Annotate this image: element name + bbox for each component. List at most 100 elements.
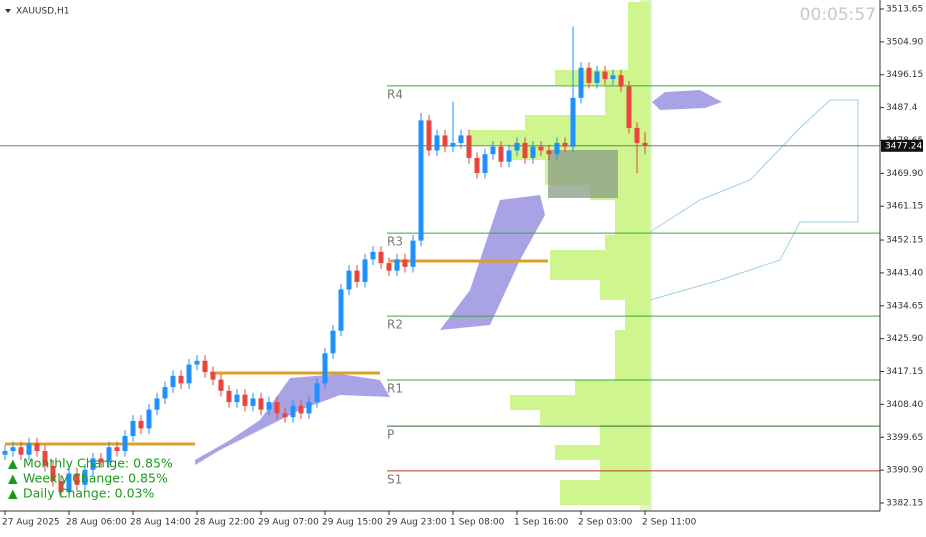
plot: R4 R3 R2 R1 P S1 xyxy=(2,26,880,498)
symbol: XAUUSD,H1 xyxy=(16,7,70,17)
candle-body xyxy=(434,135,440,151)
y-tick-label: 3399.65 xyxy=(886,433,923,443)
candle-body xyxy=(266,402,272,410)
candle-body xyxy=(442,135,448,147)
pivot-label: P xyxy=(387,428,394,442)
y-tick-label: 3461.15 xyxy=(886,202,923,212)
candle-body xyxy=(354,270,360,282)
candle-body xyxy=(258,398,264,410)
candle-body xyxy=(482,154,488,173)
candle-body xyxy=(490,146,496,155)
candle-body xyxy=(250,398,256,406)
y-tick-label: 3504.90 xyxy=(886,37,923,47)
candle-body xyxy=(2,450,8,455)
candle-body xyxy=(514,142,520,151)
x-tick-label: 28 Aug 06:00 xyxy=(66,518,127,528)
candle-body xyxy=(178,375,184,384)
candle-body xyxy=(530,146,536,158)
candle-body xyxy=(618,75,624,87)
candle-body xyxy=(298,405,304,414)
candle-body xyxy=(642,142,648,146)
x-tick-label: 28 Aug 14:00 xyxy=(130,518,191,528)
candle-body xyxy=(202,360,208,373)
candle-body xyxy=(602,71,608,80)
candle-body xyxy=(330,330,336,354)
volume-profile xyxy=(470,2,650,505)
candle-body xyxy=(322,353,328,384)
cloud xyxy=(195,374,390,465)
candle-body xyxy=(10,447,16,451)
pivot-label: R1 xyxy=(387,381,403,395)
candle-body xyxy=(218,379,224,391)
candle-body xyxy=(458,135,464,143)
candle-body xyxy=(106,447,112,463)
candle-body xyxy=(554,142,560,155)
pivot-label: R4 xyxy=(387,87,403,101)
candle-body xyxy=(394,259,400,271)
candle-body xyxy=(90,458,96,470)
candle-body xyxy=(546,150,552,155)
candle-body xyxy=(610,75,616,80)
change-arrow: ▲ xyxy=(8,486,18,501)
menu-arrow[interactable] xyxy=(5,9,11,13)
candle-body xyxy=(474,157,480,173)
candle-body xyxy=(538,146,544,151)
y-tick-label: 3417.15 xyxy=(886,367,923,377)
candle-body xyxy=(282,413,288,418)
candle-body xyxy=(34,443,40,451)
candle-body xyxy=(234,394,240,403)
change-text: Daily Change: 0.03% xyxy=(23,486,154,501)
candle-body xyxy=(114,447,120,451)
y-tick-label: 3434.65 xyxy=(886,301,923,311)
candle-body xyxy=(506,150,512,162)
timer: 00:05:57 xyxy=(800,5,876,25)
candle-body xyxy=(130,420,136,436)
candle-body xyxy=(378,251,384,264)
candle-body xyxy=(122,435,128,451)
candle-body xyxy=(162,387,168,399)
candle-body xyxy=(50,465,56,482)
candle-body xyxy=(74,473,80,485)
candle-body xyxy=(586,67,592,83)
pivot-label: R3 xyxy=(387,235,403,249)
candle-body xyxy=(138,420,144,429)
candle-body xyxy=(82,469,88,485)
y-tick-label: 3382.15 xyxy=(886,499,923,509)
candle-body xyxy=(626,86,632,128)
candle-body xyxy=(314,383,320,403)
change-text: Monthly Change: 0.85% xyxy=(23,456,173,471)
candle-body xyxy=(370,251,376,260)
candle-body xyxy=(578,67,584,98)
x-tick-label: 29 Aug 23:00 xyxy=(386,518,447,528)
candle-body xyxy=(66,473,72,493)
change-text: Weekly Change: 0.85% xyxy=(23,471,168,486)
x-tick-label: 2 Sep 11:00 xyxy=(642,518,697,528)
x-tick-label: 1 Sep 08:00 xyxy=(450,518,505,528)
y-tick-label: 3513.65 xyxy=(886,5,923,15)
candle-body xyxy=(466,135,472,158)
candle-body xyxy=(290,405,296,418)
change-arrow: ▲ xyxy=(8,471,18,486)
x-tick-label: 27 Aug 2025 xyxy=(2,518,60,528)
y-tick-label: 3487.4 xyxy=(886,103,918,113)
value-area xyxy=(548,150,618,198)
y-tick-label: 3496.15 xyxy=(886,70,923,80)
cloud xyxy=(652,90,722,110)
pivot-label: S1 xyxy=(387,472,402,486)
x-tick-label: 2 Sep 03:00 xyxy=(578,518,633,528)
candle-body xyxy=(98,458,104,463)
candle-body xyxy=(154,398,160,410)
y-tick-label: 3390.90 xyxy=(886,466,923,476)
x-tick-label: 29 Aug 15:00 xyxy=(322,518,383,528)
candle-body xyxy=(418,120,424,241)
x-tick-label: 28 Aug 22:00 xyxy=(194,518,255,528)
x-tick-label: 29 Aug 07:00 xyxy=(258,518,319,528)
candle-body xyxy=(58,481,64,493)
y-tick-label: 3443.40 xyxy=(886,268,923,278)
candle-body xyxy=(402,259,408,267)
candle-body xyxy=(194,360,200,365)
price-box xyxy=(881,139,923,152)
candle-body xyxy=(18,447,24,455)
